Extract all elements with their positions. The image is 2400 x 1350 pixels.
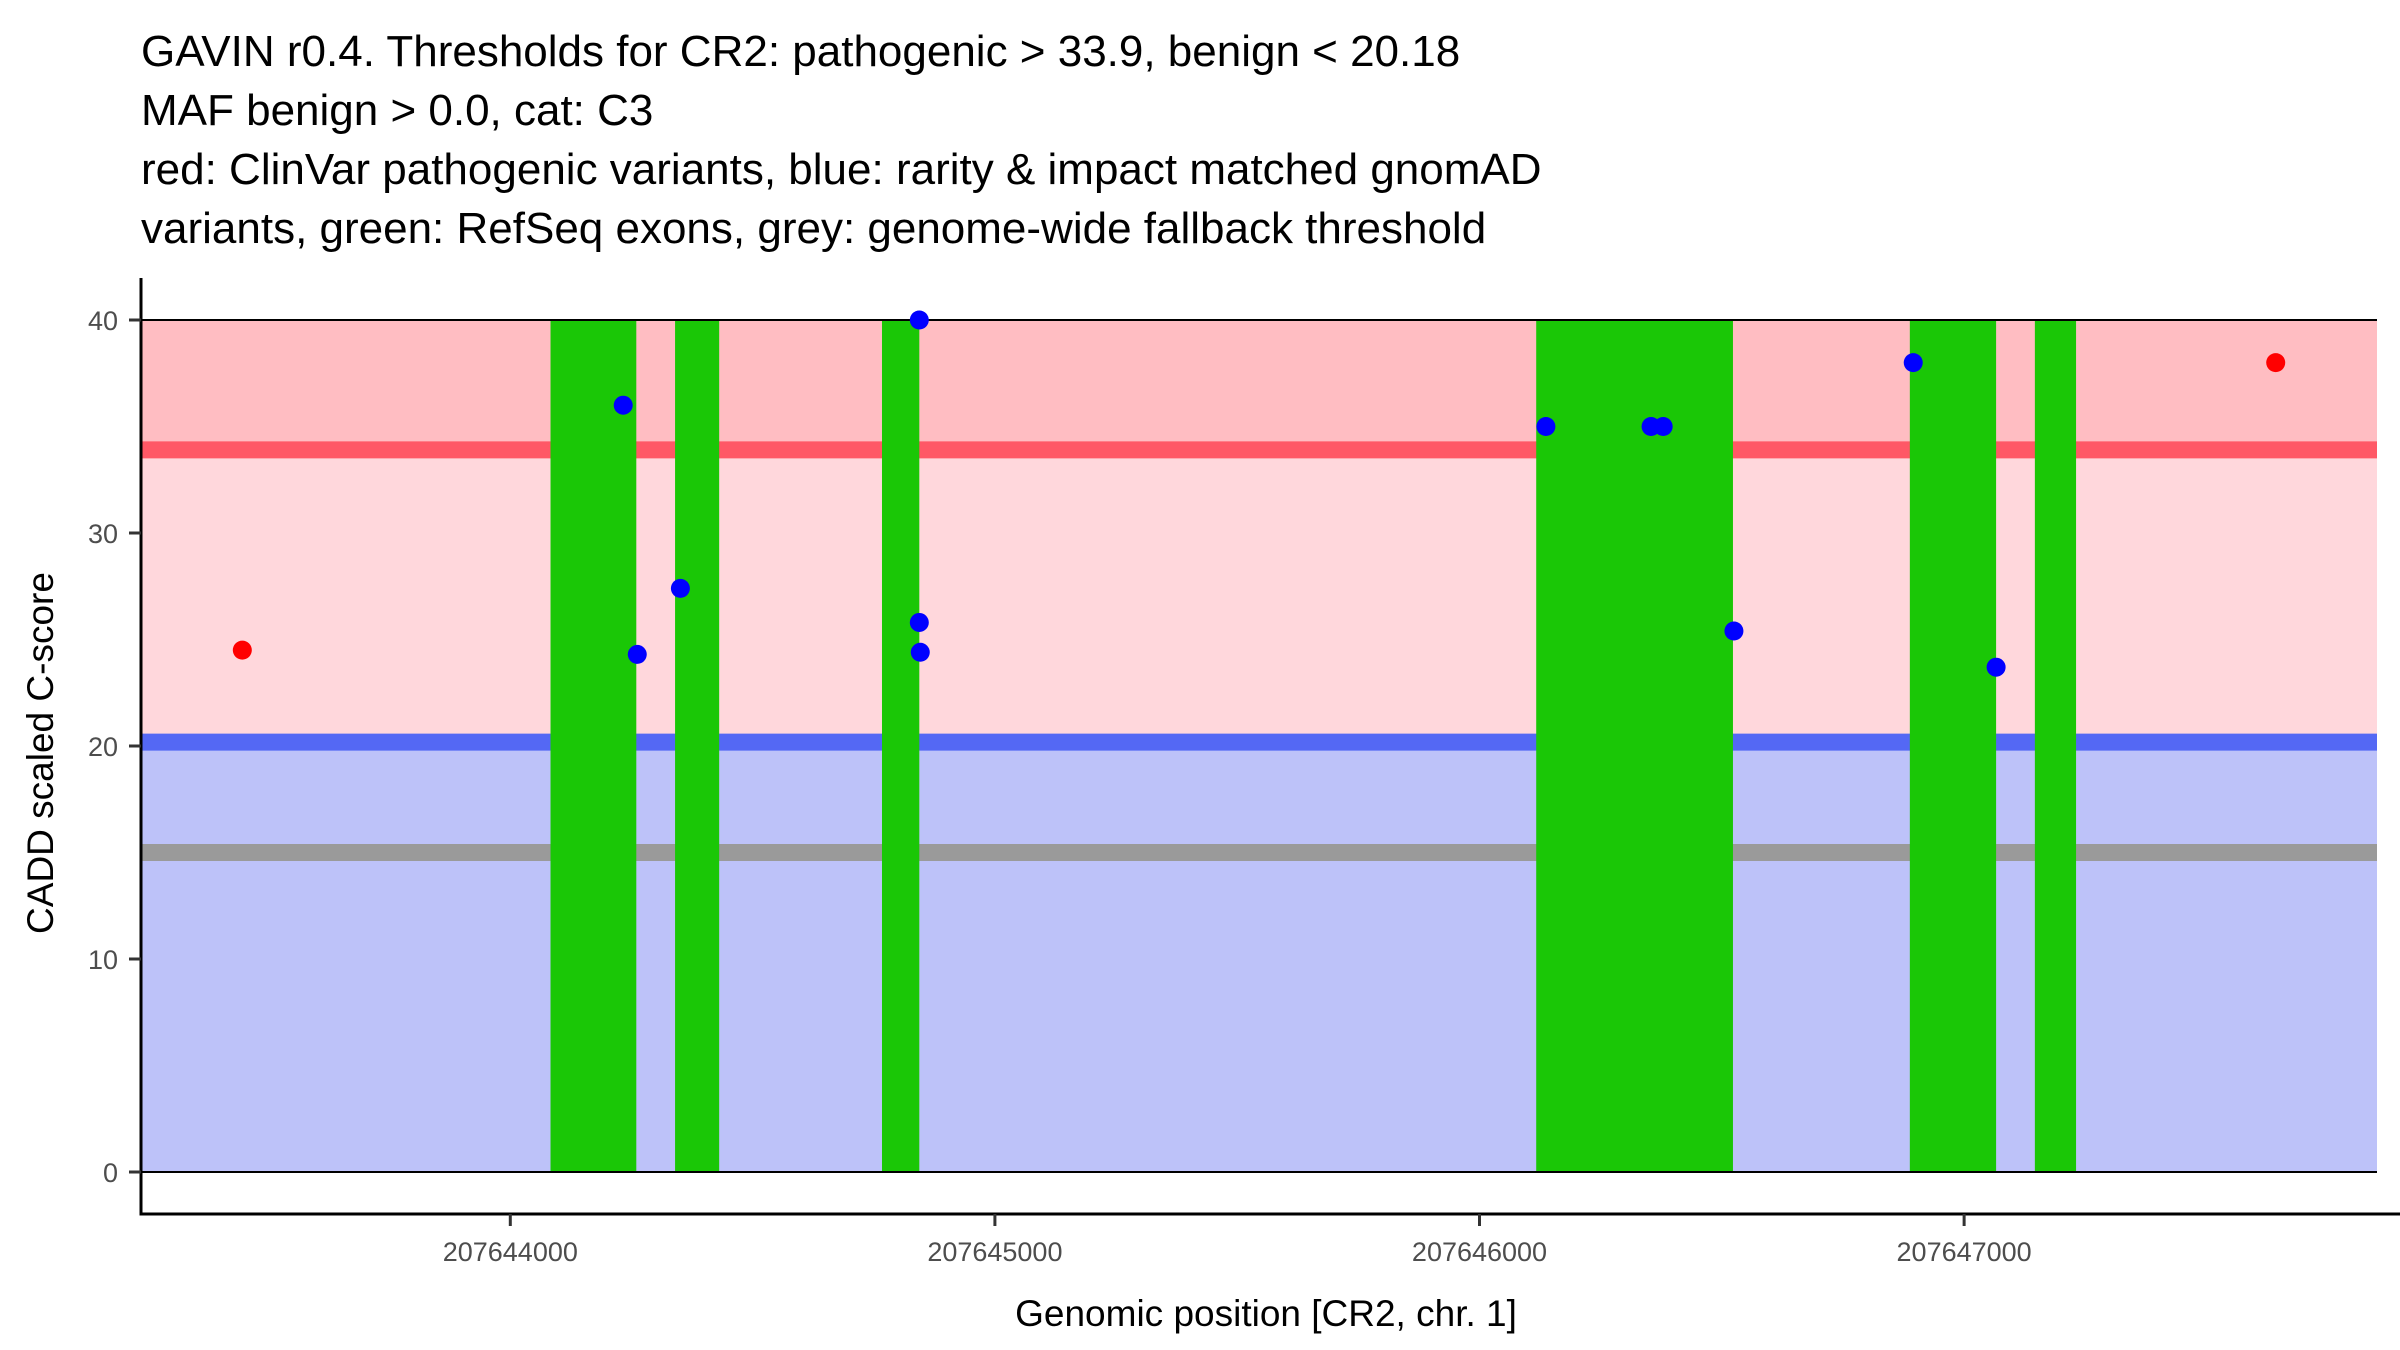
x-ticks: 207644000 207645000 207646000 207647000 bbox=[443, 1214, 2032, 1267]
x-axis-title: Genomic position [CR2, chr. 1] bbox=[1015, 1293, 1517, 1334]
exon-bar bbox=[1536, 320, 1733, 1172]
exon-bars bbox=[550, 320, 2077, 1172]
title-line-4: variants, green: RefSeq exons, grey: gen… bbox=[141, 204, 1487, 253]
title-line-2: MAF benign > 0.0, cat: C3 bbox=[141, 86, 654, 135]
y-ticks: 0 10 20 30 40 bbox=[88, 306, 141, 1188]
gnomad-point bbox=[1724, 621, 1744, 641]
threshold-lines bbox=[142, 441, 2377, 861]
y-tick-label: 30 bbox=[88, 519, 118, 549]
x-tick-label: 207647000 bbox=[1897, 1237, 2032, 1267]
exon-bar bbox=[881, 320, 920, 1172]
gnomad-point bbox=[613, 395, 633, 415]
benign-zone bbox=[142, 742, 2377, 1172]
gnomad-point bbox=[670, 578, 690, 598]
title-line-3: red: ClinVar pathogenic variants, blue: … bbox=[141, 145, 1542, 194]
gnomad-point bbox=[909, 612, 929, 632]
y-axis-title: CADD scaled C-score bbox=[20, 572, 61, 934]
exon-bar bbox=[1909, 320, 1997, 1172]
y-tick-label: 40 bbox=[88, 306, 118, 336]
exon-bar bbox=[675, 320, 720, 1172]
x-tick-label: 207644000 bbox=[443, 1237, 578, 1267]
gnomad-point bbox=[1536, 417, 1556, 436]
gnomad-point bbox=[910, 642, 930, 662]
x-tick-label: 207645000 bbox=[927, 1237, 1062, 1267]
y-tick-label: 10 bbox=[88, 945, 118, 975]
intermediate-zone bbox=[142, 449, 2377, 743]
gnomad-point bbox=[1653, 417, 1673, 436]
gnomad-point bbox=[627, 644, 647, 664]
gnomad-point bbox=[1986, 657, 2006, 677]
plot-frame bbox=[142, 319, 2377, 1173]
x-tick-label: 207646000 bbox=[1412, 1237, 1547, 1267]
exon-bar bbox=[2034, 320, 2077, 1172]
title-line-1: GAVIN r0.4. Thresholds for CR2: pathogen… bbox=[141, 27, 1461, 76]
threshold-regions bbox=[142, 320, 2377, 1172]
y-tick-label: 20 bbox=[88, 732, 118, 762]
chart-title: GAVIN r0.4. Thresholds for CR2: pathogen… bbox=[141, 22, 1542, 258]
clinvar-point bbox=[2266, 353, 2286, 373]
data-points bbox=[232, 310, 2286, 677]
gnomad-point bbox=[1903, 353, 1923, 373]
clinvar-point bbox=[232, 640, 252, 660]
exon-bar bbox=[550, 320, 637, 1172]
y-tick-label: 0 bbox=[103, 1158, 118, 1188]
pathogenic-zone bbox=[142, 320, 2377, 450]
gnomad-point bbox=[909, 310, 929, 330]
